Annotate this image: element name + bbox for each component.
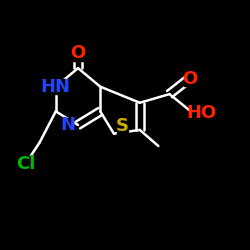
Text: HO: HO [186,104,217,122]
Text: HN: HN [40,78,70,96]
Text: N: N [60,116,75,134]
Bar [117,119,128,134]
Bar [190,106,213,120]
Text: O: O [182,70,197,87]
Bar [62,118,73,132]
Bar [184,71,195,86]
Bar [44,79,66,94]
Text: S: S [116,117,129,135]
Bar [72,46,84,61]
Text: O: O [70,44,86,62]
Text: Cl: Cl [16,155,35,173]
Bar [14,156,37,171]
